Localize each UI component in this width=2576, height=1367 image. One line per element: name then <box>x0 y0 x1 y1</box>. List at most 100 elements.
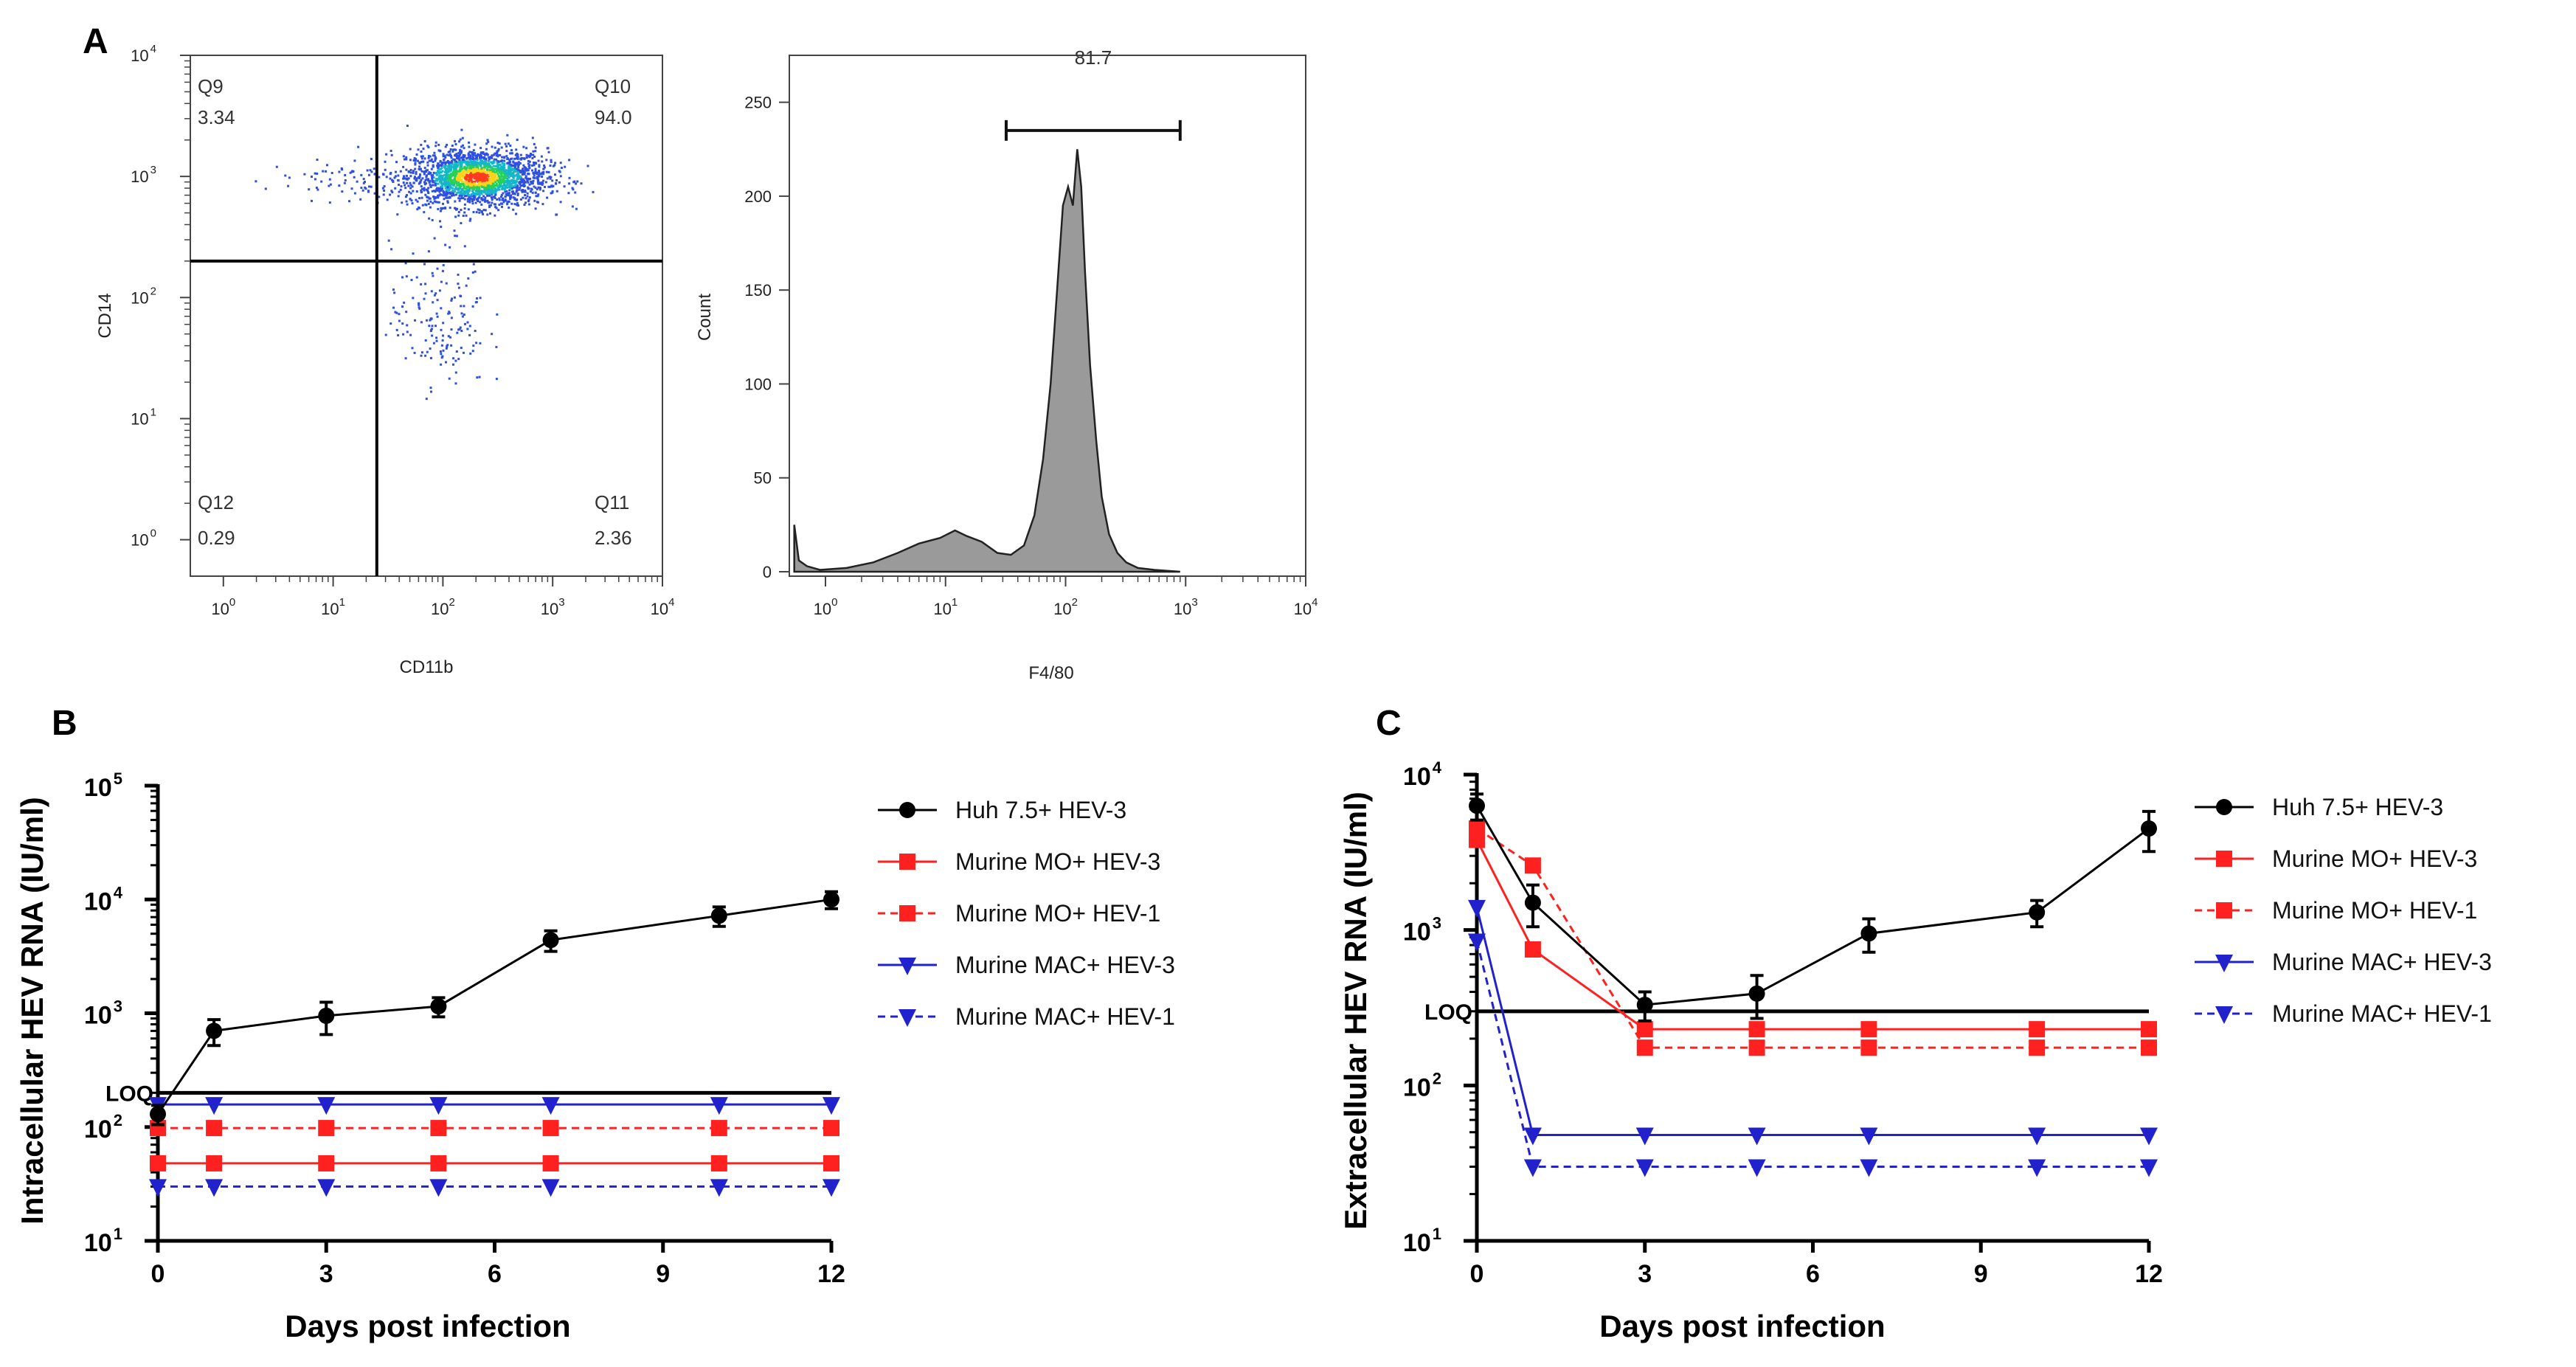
dotplot-event-0-401 <box>463 182 466 185</box>
dotplot-event-2-63 <box>387 239 390 242</box>
dotplot-event-0-32 <box>444 165 447 167</box>
dotplot-event-2-1 <box>442 322 445 325</box>
dotplot-event-0-1855 <box>572 188 575 191</box>
dotplot-event-0-1997 <box>515 190 518 193</box>
dotplot-event-2-22 <box>446 345 449 347</box>
dotplot-event-2-77 <box>425 398 428 401</box>
histogram-gate-percent: 81.7 <box>1075 46 1112 69</box>
b-legend-marker-4 <box>899 1009 916 1027</box>
b-y-tick-label-2-exponent: 3 <box>114 997 122 1016</box>
quadrant-q9-value: 3.34 <box>198 106 235 128</box>
dotplot-event-0-748 <box>516 184 519 187</box>
dotplot-event-0-1687 <box>384 168 387 171</box>
dotplot-event-0-1905 <box>496 177 499 180</box>
histogram-x-tick-label-3: 103 <box>1174 596 1198 618</box>
dotplot-event-0-2121 <box>475 186 478 189</box>
dotplot-event-0-853 <box>505 145 508 148</box>
dotplot-event-0-324 <box>457 162 459 165</box>
dotplot-event-2-126 <box>424 283 427 285</box>
dotplot-event-0-982 <box>529 177 532 180</box>
dotplot-event-0-1988 <box>460 150 463 153</box>
dotplot-event-0-445 <box>444 187 447 190</box>
dotplot-event-0-125 <box>510 187 513 190</box>
dotplot-event-0-2129 <box>403 175 406 178</box>
b-point-1-4 <box>542 1155 559 1172</box>
dotplot-event-0-288 <box>533 174 536 177</box>
b-x-tick-label-2: 6 <box>488 1260 502 1288</box>
dotplot-event-2-131 <box>478 376 481 378</box>
dotplot-event-0-262 <box>440 225 443 228</box>
dotplot-event-0-2094 <box>483 162 486 164</box>
dotplot-event-0-2035 <box>440 175 443 178</box>
dotplot-event-1-59 <box>322 170 325 173</box>
dotplot-event-0-962 <box>457 164 460 167</box>
dotplot-event-0-1108 <box>516 178 519 181</box>
b-point-0-3 <box>430 998 447 1015</box>
b-point-3-3 <box>429 1097 448 1115</box>
dotplot-event-0-2037 <box>477 172 480 175</box>
dotplot-event-0-776 <box>432 154 434 157</box>
dotplot-event-0-430 <box>449 165 452 167</box>
dotplot-event-0-1173 <box>516 155 519 158</box>
dotplot-event-0-1127 <box>428 171 431 174</box>
dotplot-event-0-1889 <box>449 207 451 210</box>
dotplot-event-0-923 <box>494 214 496 217</box>
dotplot-event-0-760 <box>517 204 520 207</box>
dotplot-event-0-293 <box>444 156 447 159</box>
b-legend-marker-1 <box>899 854 915 870</box>
dotplot-event-0-2008 <box>420 179 423 181</box>
dotplot-event-0-1206 <box>571 187 574 190</box>
b-point-0-5 <box>710 907 727 924</box>
dotplot-event-0-167 <box>527 154 530 157</box>
dotplot-event-0-639 <box>466 198 469 201</box>
dotplot-event-0-2006 <box>451 187 454 190</box>
dotplot-event-0-1831 <box>454 200 457 203</box>
dotplot-event-0-1297 <box>434 196 437 199</box>
dotplot-event-0-2125 <box>499 185 501 188</box>
histogram-y-tick-label-4: 200 <box>744 187 772 206</box>
dotplot-event-0-1616 <box>391 179 393 181</box>
dotplot-event-0-1031 <box>415 153 418 156</box>
dotplot-event-0-1559 <box>409 184 412 187</box>
b-point-0-1 <box>206 1022 223 1039</box>
dotplot-event-0-767 <box>558 170 561 173</box>
dotplot-event-0-1371 <box>390 190 393 193</box>
b-y-tick-label-4-exponent: 5 <box>114 769 122 788</box>
dotplot-event-0-1517 <box>500 146 503 149</box>
dotplot-event-1-65 <box>369 169 372 172</box>
b-y-tick-label-2: 103 <box>84 997 122 1030</box>
dotplot-event-2-86 <box>403 301 406 304</box>
dotplot-event-0-1430 <box>486 194 489 197</box>
dotplot-event-0-935 <box>482 184 485 187</box>
dotplot-event-0-2028 <box>465 167 468 170</box>
dotplot-event-2-46 <box>440 353 443 356</box>
dotplot-event-0-1741 <box>414 163 417 166</box>
dotplot-event-0-2105 <box>548 185 551 188</box>
dotplot-event-0-393 <box>516 157 519 160</box>
c-legend-marker-1 <box>2216 851 2232 867</box>
dotplot-event-0-890 <box>486 170 489 173</box>
dotplot-event-0-1897 <box>435 188 438 191</box>
dotplot-event-0-2154 <box>477 190 480 193</box>
dotplot-event-0-2189 <box>508 165 510 168</box>
dotplot-x-tick-label-1-exponent: 1 <box>339 596 345 609</box>
dotplot-event-0-653 <box>444 162 447 165</box>
dotplot-event-0-2091 <box>439 187 441 190</box>
dotplot-event-0-704 <box>416 200 419 203</box>
dotplot-event-0-260 <box>538 164 541 167</box>
dotplot-event-0-984 <box>431 176 434 179</box>
dotplot-event-0-1572 <box>458 171 461 173</box>
dotplot-x-label: CD11b <box>400 657 454 677</box>
dotplot-event-0-874 <box>453 161 456 164</box>
b-point-3-6 <box>823 1097 840 1115</box>
dotplot-event-0-1864 <box>526 179 529 181</box>
b-point-1-1 <box>206 1155 223 1172</box>
dotplot-event-0-943 <box>409 159 412 162</box>
dotplot-event-0-384 <box>532 153 535 156</box>
dotplot-event-0-1035 <box>474 154 477 157</box>
dotplot-event-0-1498 <box>446 201 449 204</box>
dotplot-x-tick-label-0-exponent: 0 <box>229 596 235 609</box>
dotplot-event-0-2156 <box>482 173 485 176</box>
dotplot-event-0-1383 <box>511 167 514 170</box>
dotplot-event-0-1959 <box>458 174 461 177</box>
